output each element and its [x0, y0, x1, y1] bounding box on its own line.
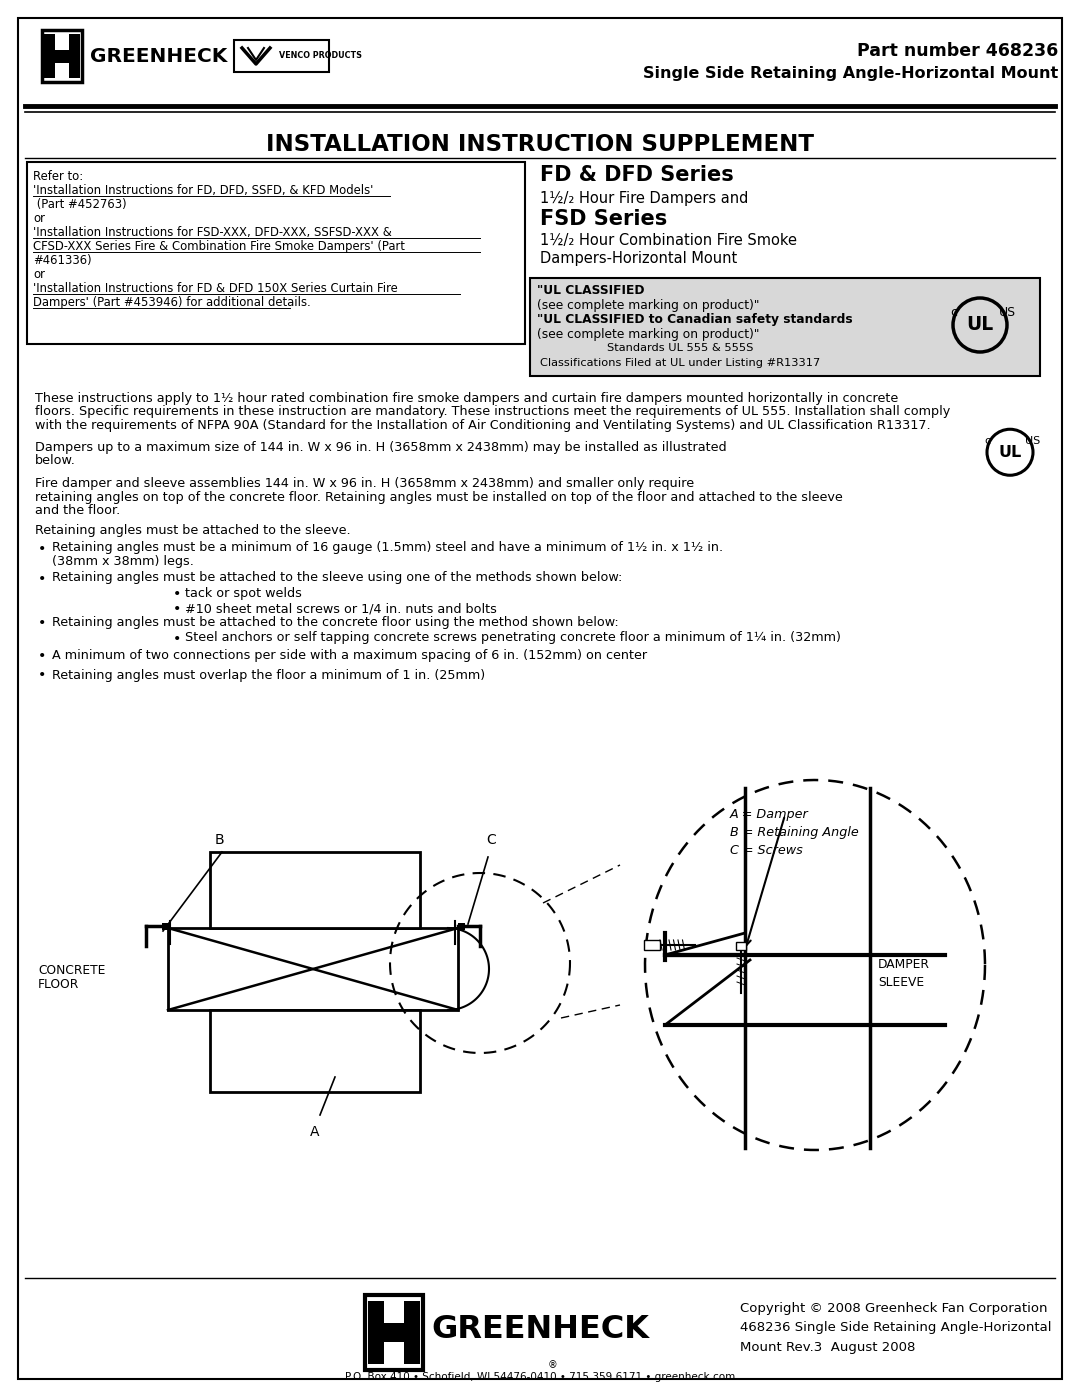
- Text: (Part #452763): (Part #452763): [33, 198, 126, 211]
- Text: or: or: [33, 212, 45, 225]
- Text: Part number 468236: Part number 468236: [856, 42, 1058, 60]
- Bar: [210, 1010, 420, 1092]
- Text: Single Side Retaining Angle-Horizontal Mount: Single Side Retaining Angle-Horizontal M…: [643, 66, 1058, 81]
- Bar: [168, 928, 458, 1010]
- Text: "UL CLASSIFIED: "UL CLASSIFIED: [537, 284, 645, 298]
- Text: #10 sheet metal screws or 1/4 in. nuts and bolts: #10 sheet metal screws or 1/4 in. nuts a…: [185, 602, 497, 616]
- Text: •: •: [38, 669, 46, 683]
- Text: Steel anchors or self tapping concrete screws penetrating concrete floor a minim: Steel anchors or self tapping concrete s…: [185, 631, 841, 644]
- Text: GREENHECK: GREENHECK: [90, 46, 228, 66]
- Bar: [530, 278, 1040, 376]
- Bar: [384, 1301, 402, 1323]
- Text: •: •: [38, 616, 46, 630]
- Text: below.: below.: [35, 454, 76, 467]
- Text: A: A: [310, 1125, 320, 1139]
- Text: and the floor.: and the floor.: [35, 504, 120, 517]
- Bar: [365, 1295, 423, 1370]
- Bar: [55, 63, 69, 78]
- Text: •: •: [38, 571, 46, 585]
- Text: 'Installation Instructions for FD, DFD, SSFD, & KFD Models': 'Installation Instructions for FD, DFD, …: [33, 184, 374, 197]
- Text: •: •: [38, 650, 46, 664]
- Text: Dampers up to a maximum size of 144 in. W x 96 in. H (3658mm x 2438mm) may be in: Dampers up to a maximum size of 144 in. …: [35, 440, 727, 454]
- Text: 'Installation Instructions for FD & DFD 150X Series Curtain Fire: 'Installation Instructions for FD & DFD …: [33, 282, 397, 295]
- Bar: [55, 34, 69, 50]
- Text: P.O. Box 410 • Schofield, WI 54476-0410 • 715.359.6171 • greenheck.com: P.O. Box 410 • Schofield, WI 54476-0410 …: [345, 1372, 735, 1382]
- Bar: [53, 50, 71, 63]
- Text: B: B: [215, 833, 225, 847]
- Bar: [44, 34, 55, 78]
- Bar: [368, 1301, 384, 1363]
- Text: (38mm x 38mm) legs.: (38mm x 38mm) legs.: [52, 555, 194, 569]
- Text: with the requirements of NFPA 90A (Standard for the Installation of Air Conditio: with the requirements of NFPA 90A (Stand…: [35, 419, 931, 432]
- Text: A = Damper: A = Damper: [730, 807, 809, 821]
- Bar: [644, 940, 660, 950]
- Bar: [162, 923, 168, 930]
- Text: Classifications Filed at UL under Listing #R13317: Classifications Filed at UL under Listin…: [540, 358, 820, 367]
- Text: c: c: [950, 306, 958, 319]
- Text: C: C: [486, 833, 496, 847]
- Text: SLEEVE: SLEEVE: [878, 975, 924, 989]
- Text: •: •: [38, 542, 46, 556]
- Text: 1½/₂ Hour Fire Dampers and: 1½/₂ Hour Fire Dampers and: [540, 191, 748, 205]
- Text: tack or spot welds: tack or spot welds: [185, 587, 302, 599]
- Text: retaining angles on top of the concrete floor. Retaining angles must be installe: retaining angles on top of the concrete …: [35, 490, 842, 504]
- Text: Copyright © 2008 Greenheck Fan Corporation
468236 Single Side Retaining Angle-Ho: Copyright © 2008 Greenheck Fan Corporati…: [740, 1302, 1052, 1354]
- Text: Refer to:: Refer to:: [33, 170, 83, 183]
- Text: floors. Specific requirements in these instruction are mandatory. These instruct: floors. Specific requirements in these i…: [35, 405, 950, 419]
- Text: CONCRETE: CONCRETE: [38, 964, 106, 977]
- Text: These instructions apply to 1½ hour rated combination fire smoke dampers and cur: These instructions apply to 1½ hour rate…: [35, 393, 899, 405]
- Text: UL: UL: [967, 316, 994, 334]
- Text: FD & DFD Series: FD & DFD Series: [540, 165, 733, 184]
- Text: Retaining angles must be attached to the sleeve using one of the methods shown b: Retaining angles must be attached to the…: [52, 571, 622, 584]
- Text: Fire damper and sleeve assemblies 144 in. W x 96 in. H (3658mm x 2438mm) and sma: Fire damper and sleeve assemblies 144 in…: [35, 478, 694, 490]
- Text: Retaining angles must be attached to the concrete floor using the method shown b: Retaining angles must be attached to the…: [52, 616, 619, 629]
- Text: Retaining angles must be attached to the sleeve.: Retaining angles must be attached to the…: [35, 524, 351, 536]
- Text: 'Installation Instructions for FSD-XXX, DFD-XXX, SSFSD-XXX &: 'Installation Instructions for FSD-XXX, …: [33, 226, 392, 239]
- Text: ®: ®: [548, 1361, 557, 1370]
- Bar: [42, 29, 82, 82]
- Text: CFSD-XXX Series Fire & Combination Fire Smoke Dampers' (Part: CFSD-XXX Series Fire & Combination Fire …: [33, 240, 405, 253]
- Text: Retaining angles must be a minimum of 16 gauge (1.5mm) steel and have a minimum : Retaining angles must be a minimum of 16…: [52, 542, 724, 555]
- Bar: [27, 162, 525, 344]
- Text: US: US: [998, 306, 1015, 319]
- Text: A minimum of two connections per side with a maximum spacing of 6 in. (152mm) on: A minimum of two connections per side wi…: [52, 650, 647, 662]
- Bar: [458, 923, 465, 930]
- Bar: [210, 852, 420, 928]
- Bar: [404, 1301, 420, 1363]
- Text: •: •: [173, 587, 181, 601]
- Text: Standards UL 555 & 555S: Standards UL 555 & 555S: [607, 344, 753, 353]
- Text: B = Retaining Angle: B = Retaining Angle: [730, 826, 859, 840]
- Text: UL: UL: [998, 444, 1022, 460]
- Bar: [735, 942, 746, 950]
- Text: GREENHECK: GREENHECK: [431, 1315, 649, 1345]
- Bar: [382, 1323, 404, 1343]
- Text: FLOOR: FLOOR: [38, 978, 79, 990]
- Text: DAMPER: DAMPER: [878, 958, 930, 971]
- Bar: [234, 41, 329, 73]
- Text: "UL CLASSIFIED to Canadian safety standards: "UL CLASSIFIED to Canadian safety standa…: [537, 313, 852, 326]
- Text: (see complete marking on product)": (see complete marking on product)": [537, 299, 759, 312]
- Text: Dampers' (Part #453946) for additional details.: Dampers' (Part #453946) for additional d…: [33, 296, 311, 309]
- Bar: [69, 34, 80, 78]
- Text: •: •: [173, 631, 181, 645]
- Text: Retaining angles must overlap the floor a minimum of 1 in. (25mm): Retaining angles must overlap the floor …: [52, 669, 485, 682]
- Text: C = Screws: C = Screws: [730, 844, 802, 856]
- Bar: [384, 1343, 402, 1363]
- Text: Dampers-Horizontal Mount: Dampers-Horizontal Mount: [540, 251, 738, 265]
- Text: INSTALLATION INSTRUCTION SUPPLEMENT: INSTALLATION INSTRUCTION SUPPLEMENT: [266, 133, 814, 156]
- Text: #461336): #461336): [33, 254, 92, 267]
- Text: VENCO PRODUCTS: VENCO PRODUCTS: [279, 52, 362, 60]
- Text: 1½/₂ Hour Combination Fire Smoke: 1½/₂ Hour Combination Fire Smoke: [540, 233, 797, 249]
- Text: •: •: [173, 602, 181, 616]
- Text: US: US: [1025, 436, 1041, 446]
- Text: or: or: [33, 268, 45, 281]
- Text: FSD Series: FSD Series: [540, 210, 667, 229]
- Text: (see complete marking on product)": (see complete marking on product)": [537, 328, 759, 341]
- Text: c: c: [984, 436, 990, 446]
